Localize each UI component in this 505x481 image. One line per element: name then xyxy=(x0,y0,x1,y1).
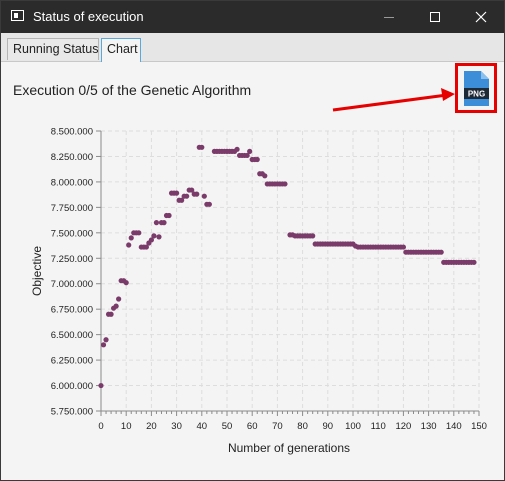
data-point xyxy=(156,234,162,240)
x-tick-label: 150 xyxy=(471,421,487,432)
export-png-highlight: PNG xyxy=(455,63,497,113)
y-tick-label: 8.250.000 xyxy=(51,152,93,163)
data-point xyxy=(247,148,253,154)
data-point xyxy=(153,220,160,226)
x-tick-label: 120 xyxy=(395,421,411,432)
data-point xyxy=(166,212,172,219)
data-point xyxy=(98,382,104,389)
x-tick-label: 10 xyxy=(121,421,132,432)
data-point xyxy=(136,230,142,236)
y-tick-label: 8.500.000 xyxy=(51,127,93,138)
data-point xyxy=(100,342,107,348)
x-tick-label: 90 xyxy=(323,421,334,432)
tab-chart[interactable]: Chart xyxy=(101,38,141,62)
data-point xyxy=(143,244,149,250)
tab-bar: Running Status Chart xyxy=(1,33,504,62)
data-point xyxy=(128,235,134,241)
x-tick-label: 130 xyxy=(421,421,437,432)
x-tick-label: 110 xyxy=(371,421,386,432)
data-point xyxy=(126,242,132,248)
data-point xyxy=(206,201,212,207)
annotation-arrow xyxy=(332,88,455,112)
execution-label: Execution 0/5 of the Genetic Algorithm xyxy=(13,82,252,98)
close-button[interactable] xyxy=(458,1,504,33)
y-tick-label: 7.750.000 xyxy=(51,203,93,214)
data-point xyxy=(123,280,129,286)
maximize-icon xyxy=(430,12,440,22)
data-point xyxy=(262,173,268,179)
x-tick-label: 140 xyxy=(446,421,462,432)
objective-chart: 0 10 20 30 40 50 60 70 80 90 100 110 120 130 140 150 5.7… xyxy=(30,127,487,456)
y-tick-label: 7.500.000 xyxy=(51,228,93,239)
y-tick-label: 8.000.000 xyxy=(51,177,93,188)
data-point xyxy=(113,303,119,309)
y-tick-label: 7.250.000 xyxy=(51,254,93,265)
x-tick-label: 40 xyxy=(197,421,208,432)
maximize-button[interactable] xyxy=(412,1,458,33)
close-icon xyxy=(475,11,487,23)
x-tick-label: 0 xyxy=(98,421,103,432)
data-point xyxy=(254,156,260,163)
data-point xyxy=(116,296,122,302)
tab-running-status[interactable]: Running Status xyxy=(7,38,99,60)
data-point xyxy=(400,244,406,250)
x-tick-label: 100 xyxy=(345,421,361,432)
minimize-button[interactable] xyxy=(366,1,412,33)
y-tick-label: 6.500.000 xyxy=(51,330,93,341)
data-point xyxy=(244,152,250,159)
data-point xyxy=(161,220,167,226)
y-tick-label: 7.000.000 xyxy=(51,279,93,290)
data-point xyxy=(199,144,205,150)
minimize-icon xyxy=(384,16,394,18)
data-point xyxy=(151,233,157,239)
y-tick-label: 5.750.000 xyxy=(51,407,93,418)
x-tick-label: 30 xyxy=(171,421,182,432)
png-icon-text: PNG xyxy=(468,90,485,99)
x-tick-label: 70 xyxy=(272,421,283,432)
y-tick-label: 6.750.000 xyxy=(51,305,93,316)
data-point xyxy=(189,187,195,193)
x-tick-label: 50 xyxy=(222,421,233,432)
title-bar[interactable]: Status of execution xyxy=(1,1,504,33)
data-point xyxy=(471,259,477,265)
x-tick-label: 80 xyxy=(297,421,308,432)
data-point xyxy=(310,233,316,239)
data-point xyxy=(201,193,207,199)
data-point xyxy=(438,249,444,255)
data-point xyxy=(234,146,240,152)
y-tick-label: 6.000.000 xyxy=(51,381,93,392)
y-tick-label: 6.250.000 xyxy=(51,356,93,367)
app-window-icon xyxy=(11,10,24,21)
data-point xyxy=(108,311,114,317)
png-file-icon[interactable]: PNG xyxy=(461,70,491,108)
data-point xyxy=(282,181,288,187)
data-point xyxy=(148,237,154,243)
data-point xyxy=(194,191,200,197)
y-axis-title: Objective xyxy=(30,246,44,296)
x-tick-label: 60 xyxy=(247,421,258,432)
data-point xyxy=(174,190,180,196)
data-point xyxy=(103,337,109,343)
window-title: Status of execution xyxy=(33,9,144,24)
x-axis-title: Number of generations xyxy=(228,441,350,455)
data-point xyxy=(179,197,185,203)
x-tick-label: 20 xyxy=(146,421,157,432)
data-point xyxy=(184,193,190,199)
